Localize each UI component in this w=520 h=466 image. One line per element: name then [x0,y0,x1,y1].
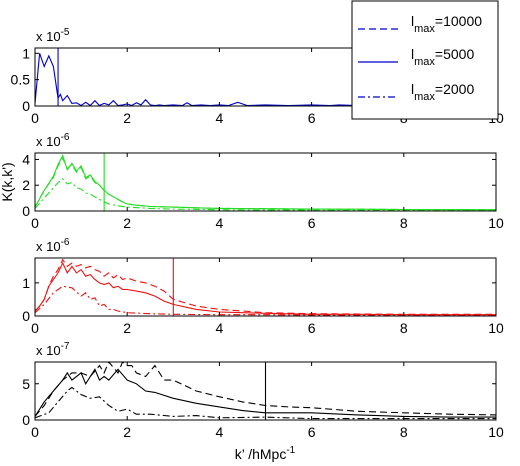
y-tick-label: 1 [22,45,30,61]
y-tick-label: 0 [22,412,30,428]
x-tick-label: 2 [123,424,131,440]
panel-4: 0 2 4 6 8 10 0 5 x 10-7 k’ /hMpc-1 [22,341,504,462]
x-tick-label: 4 [216,110,224,126]
legend-entry-label: lmax=5000 [411,46,474,68]
legend-entry-subscript: max [414,23,435,35]
y-multiplier-exponent: -6 [61,237,70,248]
y-tick-label: 4 [22,151,30,167]
x-tick-label: 6 [308,424,316,440]
y-tick-label: 0.5 [11,72,31,88]
y-tick-label: 1 [22,275,30,291]
y-multiplier-exponent: -7 [61,341,70,352]
x-tick-label: 10 [488,215,504,231]
y-multiplier: x 10-7 [36,341,70,358]
x-tick-label: 4 [216,320,224,336]
legend-entry-base: l [411,13,414,29]
x-tick-label: 0 [31,110,39,126]
y-multiplier: x 10-6 [36,132,70,149]
x-tick-label: 10 [488,424,504,440]
series-solid-line [35,368,496,418]
y-multiplier-exponent: -6 [61,132,70,143]
legend-entry-value: =5000 [435,46,475,62]
x-tick-label: 8 [400,320,408,336]
axes-box [34,257,497,317]
x-tick-label: 6 [308,320,316,336]
series-dashdot-line [35,386,496,420]
axes-box [34,152,497,212]
y-tick-label: 0 [22,308,30,324]
y-multiplier: x 10-6 [36,237,70,254]
series-dashdot-line [35,285,496,316]
x-tick-label: 6 [308,215,316,231]
x-tick-label: 4 [216,215,224,231]
legend-entry-base: l [411,81,414,97]
x-tick-label: 8 [400,424,408,440]
y-tick-label: 0 [22,98,30,114]
legend-box [351,0,499,120]
x-axis-label-exponent: -1 [286,445,295,456]
series-dashed-line [35,258,496,315]
y-multiplier: x 10-5 [36,27,70,44]
legend-entry-subscript: max [414,56,435,68]
legend-entry-value: =10000 [435,13,482,29]
legend-entry-label: lmax=2000 [411,81,474,103]
x-axis-label: k’ /hMpc-1 [235,445,296,462]
y-tick-label: 5 [22,376,30,392]
y-tick-label: 2 [22,177,30,193]
legend-entry-subscript: max [414,91,435,103]
legend-entry-base: l [411,46,414,62]
legend-entry-value: =2000 [435,81,475,97]
x-tick-label: 0 [31,215,39,231]
series-dashdot-line [35,178,496,211]
legend-entry-label: lmax=10000 [411,13,482,35]
y-tick-label: 0 [22,203,30,219]
x-tick-label: 8 [400,215,408,231]
panel-3: 0 2 4 6 8 10 0 1 x 10-6 [22,237,504,336]
x-tick-label: 6 [308,110,316,126]
x-tick-label: 4 [216,424,224,440]
x-tick-label: 0 [31,424,39,440]
x-tick-label: 2 [123,110,131,126]
x-tick-label: 2 [123,320,131,336]
series-solid-line [35,261,496,316]
series-dashed-line [35,362,496,417]
axes-box [34,361,497,421]
series-solid-line [35,154,496,211]
x-tick-label: 0 [31,320,39,336]
y-axis-label: K(k,k') [0,162,15,201]
panel-2: 0 2 4 6 8 10 0 2 4 x 10-6 K(k,k') [0,132,504,231]
x-tick-label: 2 [123,215,131,231]
x-tick-label: 10 [488,320,504,336]
y-multiplier-exponent: -5 [61,27,70,38]
